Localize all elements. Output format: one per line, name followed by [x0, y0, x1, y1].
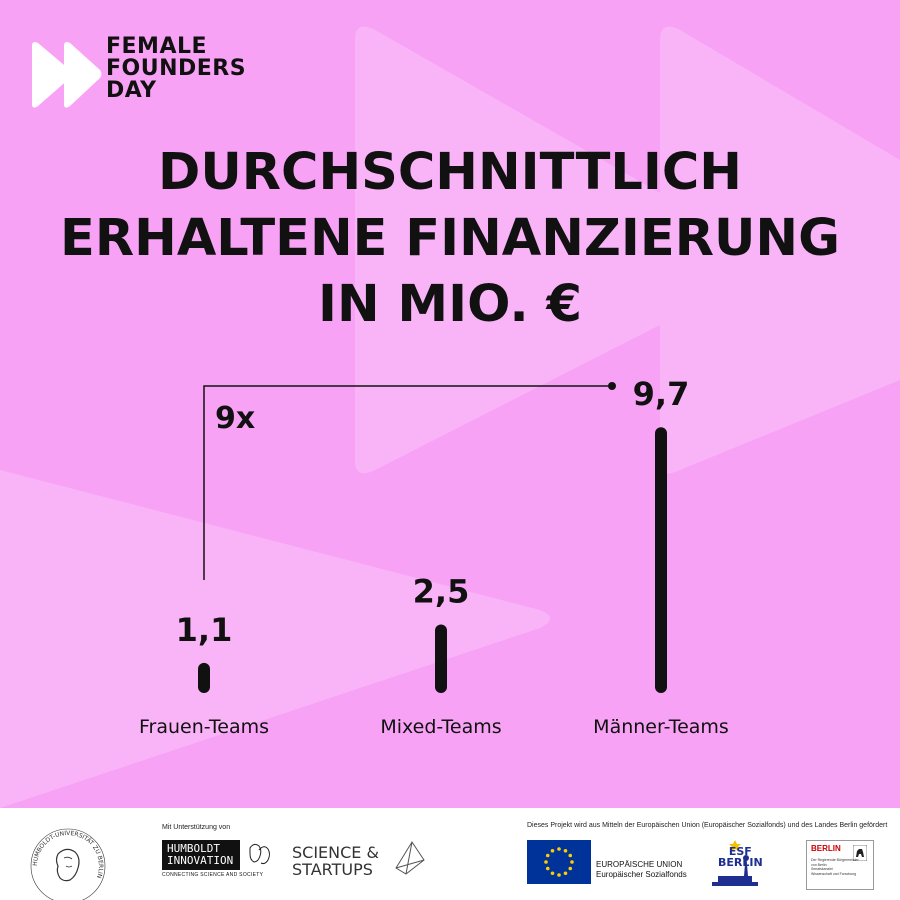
seal-text: HUMBOLDT-UNIVERSITÄT ZU BERLIN [32, 830, 104, 879]
background-arrow-shape [660, 26, 900, 474]
fast-forward-icon [32, 42, 102, 108]
logo-line: FEMALE [106, 34, 208, 59]
support-label: Mit Unterstützung von [162, 824, 231, 831]
eu-star-icon [563, 871, 568, 876]
eu-star-icon [568, 866, 573, 871]
connector-dot [608, 382, 616, 390]
esf-line: ESF [728, 845, 752, 858]
eu-star-icon [557, 847, 561, 851]
funding-note: Dieses Projekt wird aus Mitteln der Euro… [527, 822, 888, 829]
eu-star-icon [545, 853, 550, 858]
title-line: IN MIO. € [318, 275, 582, 334]
eu-star-icon [570, 860, 574, 864]
berlin-senate-logo: BERLIN Der Regierende Bürgermeister von … [806, 840, 874, 890]
eu-line: EUROPÄISCHE UNION [596, 860, 683, 869]
berlin-line: von Berlin [811, 862, 827, 867]
berlin-title: BERLIN [811, 844, 841, 853]
polygon-icon [395, 841, 425, 875]
ratio-annotation: 9x [215, 401, 255, 436]
esf-berlin-logo [712, 840, 758, 886]
humboldt-innovation-logo: HUMBOLDT INNOVATION CONNECTING SCIENCE A… [162, 840, 272, 878]
berlin-subtitle: Der Regierende Bürgermeister von Berlin … [811, 858, 859, 876]
eu-star-icon [550, 848, 555, 853]
ss-line: SCIENCE & [292, 843, 379, 862]
humboldt-innovation-tagline: CONNECTING SCIENCE AND SOCIETY [162, 872, 264, 878]
eu-star-icon [545, 866, 550, 871]
bar-chart: 1,1 Frauen-Teams 2,5 Mixed-Teams 9,7 Männer-T… [139, 375, 729, 738]
category-label: Männer-Teams [593, 716, 729, 738]
berlin-line: Wissenschaft und Forschung [811, 871, 857, 876]
ratio-connector [203, 385, 612, 580]
category-label: Frauen-Teams [139, 716, 269, 738]
humboldt-brothers-icon [249, 843, 270, 865]
logo-line: FOUNDERS [106, 56, 247, 81]
logo-wordmark: FEMALE FOUNDERS DAY [106, 36, 246, 102]
berlin-line: Senatskanzlei [811, 867, 833, 871]
bar-mixed-teams [435, 624, 447, 693]
background-shapes [0, 26, 900, 808]
data-label: 9,7 [633, 375, 690, 413]
eu-star-icon [544, 860, 548, 864]
eu-line: Europäischer Sozialfonds [596, 870, 687, 879]
hi-line: HUMBOLDT [167, 842, 220, 855]
humboldt-university-seal: HUMBOLDT-UNIVERSITÄT ZU BERLIN [30, 828, 106, 900]
bar-männer-teams [655, 427, 667, 693]
science-startups-logo: SCIENCE & STARTUPS [292, 844, 379, 878]
bar-frauen-teams [198, 662, 210, 693]
eu-star-icon [557, 873, 561, 877]
data-label: 2,5 [413, 573, 470, 611]
category-label: Mixed-Teams [380, 716, 501, 738]
title-line: DURCHSCHNITTLICH [158, 143, 742, 202]
berlin-line: Der Regierende Bürgermeister [811, 858, 859, 862]
chart-title: DURCHSCHNITTLICH ERHALTENE FINANZIERUNG … [0, 140, 900, 338]
background-arrow-shape [0, 470, 550, 808]
humboldt-innovation-wordmark: HUMBOLDT INNOVATION [162, 840, 240, 870]
esf-wordmark: ESF BERLIN [718, 846, 763, 868]
data-label: 1,1 [176, 611, 233, 649]
ss-line: STARTUPS [292, 860, 373, 879]
eu-star-icon [550, 871, 555, 876]
eu-star-icon [563, 848, 568, 853]
berlin-bear-icon [853, 845, 867, 861]
sponsor-footer: HUMBOLDT-UNIVERSITÄT ZU BERLIN Mit Unter… [0, 808, 900, 900]
title-line: ERHALTENE FINANZIERUNG [60, 209, 840, 268]
hi-line: INNOVATION [167, 854, 234, 867]
background-arrow-shape [355, 26, 770, 474]
eu-star-icon [568, 853, 573, 858]
esf-line: BERLIN [718, 856, 763, 869]
female-founders-day-logo: FEMALE FOUNDERS DAY [30, 36, 246, 110]
eu-label: EUROPÄISCHE UNION Europäischer Sozialfon… [596, 860, 687, 880]
logo-line: DAY [106, 78, 157, 103]
eu-flag-icon [527, 840, 591, 884]
